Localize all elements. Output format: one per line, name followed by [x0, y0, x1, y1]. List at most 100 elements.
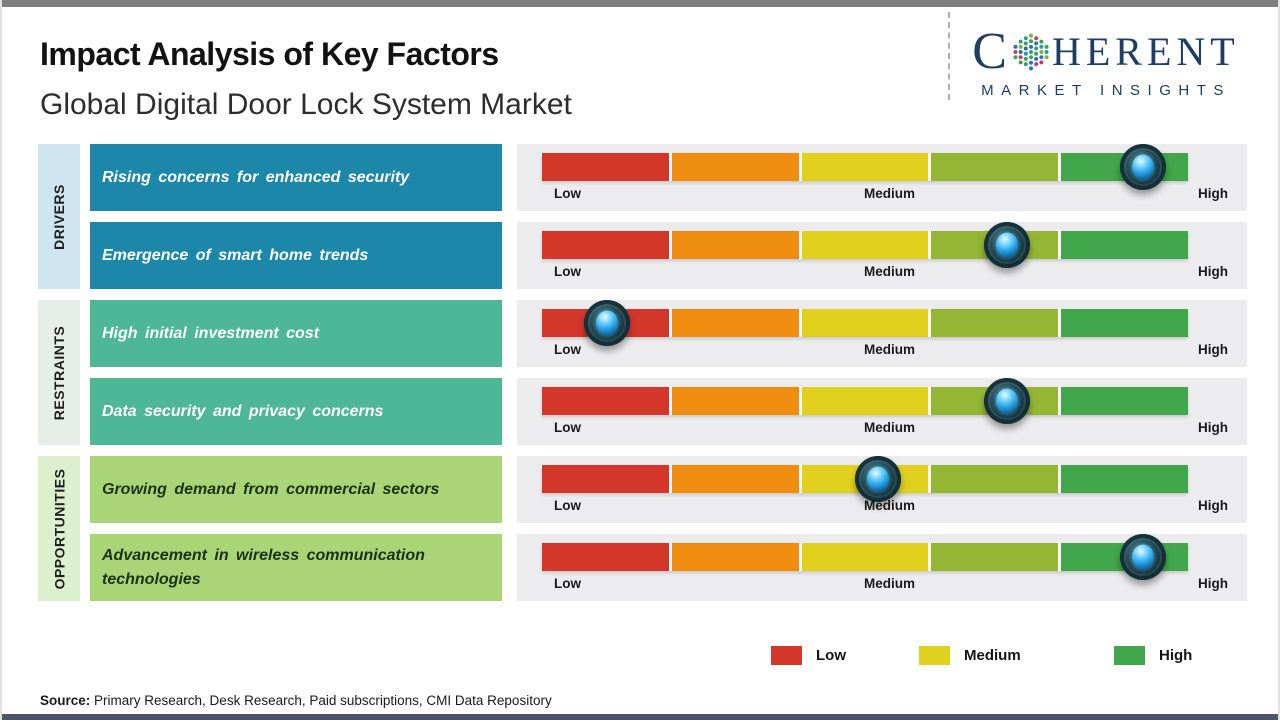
factor-label: Advancement in wireless communication te…: [102, 547, 425, 588]
legend-item-medium: Medium: [919, 646, 1021, 665]
scale-label-high: High: [1197, 264, 1228, 279]
scale-label-medium: Medium: [863, 342, 915, 357]
scale-labels: Low Medium High: [554, 498, 1228, 513]
scale-label-medium: Medium: [863, 186, 915, 201]
scale-segment: [671, 153, 799, 181]
scale-segment: [671, 465, 799, 493]
scale-label-medium: Medium: [863, 576, 915, 591]
scale-segment: [931, 309, 1059, 337]
factor-label: Rising concerns for enhanced security: [102, 168, 410, 186]
legend-item-low: Low: [771, 646, 846, 665]
scale-segment: [931, 465, 1059, 493]
scale-segment: [801, 543, 929, 571]
impact-marker: [854, 456, 901, 502]
brand-letter-c: C: [972, 23, 1009, 80]
brand-wordmark: C HERENT: [956, 26, 1256, 78]
scale-label-low: Low: [554, 420, 581, 435]
scale-label-high: High: [1197, 576, 1228, 591]
impact-scale-bar: [542, 456, 1188, 502]
scale-label-low: Low: [554, 498, 581, 513]
factor-box: Growing demand from commercial sectors: [90, 456, 502, 523]
page-subtitle: Global Digital Door Lock System Market: [40, 88, 572, 121]
legend-swatch-high: [1114, 646, 1145, 665]
scale-segment: [801, 309, 929, 337]
scale-segment: [542, 465, 669, 493]
factor-label: Emergence of smart home trends: [102, 246, 369, 264]
factor-box: Rising concerns for enhanced security: [90, 144, 502, 211]
factor-box: Data security and privacy concerns: [90, 378, 502, 445]
legend-label-medium: Medium: [964, 647, 1021, 664]
scale-segment: [801, 153, 929, 181]
impact-scale-panel: Low Medium High: [517, 534, 1247, 601]
impact-scale-bar: [542, 222, 1188, 268]
source-line: Source: Primary Research, Desk Research,…: [40, 693, 552, 708]
scale-label-medium: Medium: [863, 420, 915, 435]
impact-scale-panel: Low Medium High: [517, 456, 1247, 523]
legend-swatch-medium: [919, 646, 950, 665]
scale-label-low: Low: [554, 186, 581, 201]
scale-segment: [671, 543, 799, 571]
impact-scale-bar: [542, 534, 1188, 580]
scale-segment: [542, 543, 669, 571]
impact-scale-panel: Low Medium High: [517, 300, 1247, 367]
impact-scale-panel: Low Medium High: [517, 378, 1247, 445]
scale-label-high: High: [1197, 186, 1228, 201]
scale-label-medium: Medium: [863, 498, 915, 513]
factor-label: Growing demand from commercial sectors: [102, 480, 440, 498]
factor-label: Data security and privacy concerns: [102, 402, 384, 420]
scale-segment: [671, 231, 799, 259]
bottom-border-bar: [2, 714, 1278, 720]
scale-labels: Low Medium High: [554, 576, 1228, 591]
legend-item-high: High: [1114, 646, 1192, 665]
factor-box: Advancement in wireless communication te…: [90, 534, 502, 601]
scale-labels: Low Medium High: [554, 342, 1228, 357]
impact-marker: [1119, 534, 1166, 580]
source-prefix: Source:: [40, 693, 91, 708]
scale-labels: Low Medium High: [554, 420, 1228, 435]
factor-row: Growing demand from commercial sectors L…: [2, 456, 1278, 523]
scale-segment: [1061, 387, 1188, 415]
factor-row: Rising concerns for enhanced security Lo…: [2, 144, 1278, 211]
factor-row: Advancement in wireless communication te…: [2, 534, 1278, 601]
scale-label-high: High: [1197, 420, 1228, 435]
scale-label-high: High: [1197, 498, 1228, 513]
scale-segment: [801, 387, 929, 415]
scale-segment: [1061, 309, 1188, 337]
group-box-restraints: RESTRAINTS: [38, 300, 80, 445]
legend-label-low: Low: [816, 647, 846, 664]
group-box-drivers: DRIVERS: [38, 144, 80, 289]
factor-box: Emergence of smart home trends: [90, 222, 502, 289]
impact-marker: [984, 378, 1031, 424]
legend-label-high: High: [1159, 647, 1193, 664]
impact-marker: [1119, 144, 1166, 190]
factor-box: High initial investment cost: [90, 300, 502, 367]
impact-scale-panel: Low Medium High: [517, 144, 1247, 211]
logo-divider-line: [948, 12, 950, 100]
scale-segment: [542, 231, 669, 259]
scale-segment: [671, 387, 799, 415]
impact-scale-panel: Low Medium High: [517, 222, 1247, 289]
brand-logo: C HERENT MARKET INSIGHTS: [956, 26, 1256, 100]
scale-label-medium: Medium: [863, 264, 915, 279]
impact-scale-bar: [542, 300, 1188, 346]
brand-tagline: MARKET INSIGHTS: [981, 82, 1231, 99]
scale-label-low: Low: [554, 342, 581, 357]
scale-labels: Low Medium High: [554, 186, 1228, 201]
factor-label: High initial investment cost: [102, 324, 320, 342]
scale-label-low: Low: [554, 264, 581, 279]
factor-row: Data security and privacy concerns Low M…: [2, 378, 1278, 445]
scale-segment: [1061, 465, 1188, 493]
brand-letters-rest: HERENT: [1051, 29, 1240, 74]
source-text: Primary Research, Desk Research, Paid su…: [94, 693, 552, 708]
group-box-opportunities: OPPORTUNITIES: [38, 456, 80, 601]
scale-segment: [671, 309, 799, 337]
scale-segment: [931, 153, 1059, 181]
page-title: Impact Analysis of Key Factors: [40, 36, 499, 72]
impact-marker: [583, 300, 630, 346]
scale-labels: Low Medium High: [554, 264, 1228, 279]
scale-label-high: High: [1197, 342, 1228, 357]
scale-segment: [801, 231, 929, 259]
impact-scale-bar: [542, 144, 1188, 190]
scale-segment: [1061, 231, 1188, 259]
globe-dots-icon: [1013, 33, 1049, 71]
